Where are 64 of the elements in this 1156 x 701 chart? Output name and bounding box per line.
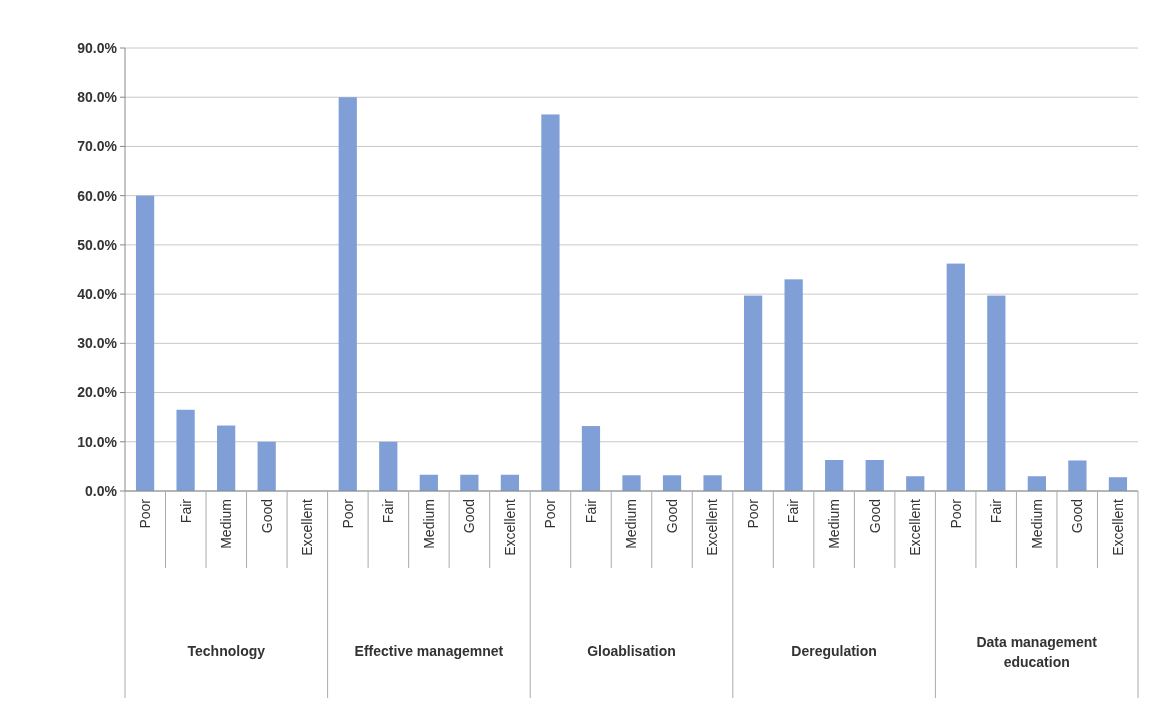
y-tick-label: 90.0%: [77, 39, 118, 56]
x-tick-label: Excellent: [299, 498, 316, 556]
bar: [217, 425, 236, 491]
y-tick-label: 20.0%: [77, 384, 118, 401]
bar: [257, 441, 276, 491]
x-tick-label: Fair: [380, 498, 397, 524]
x-tick-label: Fair: [785, 498, 802, 524]
bar: [784, 279, 803, 491]
bar: [825, 459, 844, 491]
y-tick-label: 80.0%: [77, 89, 118, 106]
bar: [176, 409, 195, 491]
x-tick-label: Poor: [947, 498, 964, 529]
x-tick-label: Fair: [582, 498, 599, 524]
x-tick-label: Good: [258, 499, 275, 534]
x-tick-label: Fair: [177, 498, 194, 524]
bar: [743, 295, 763, 491]
y-tick-label: 50.0%: [77, 236, 118, 253]
x-tick-label: Medium: [826, 499, 842, 549]
bar: [379, 441, 398, 491]
bar: [419, 474, 438, 491]
x-tick-label: Medium: [218, 499, 235, 549]
bar: [987, 295, 1006, 491]
x-tick-label: Medium: [1028, 499, 1045, 549]
bar: [1108, 477, 1128, 491]
y-tick-label: 70.0%: [77, 138, 118, 155]
bar: [662, 475, 682, 491]
text: Gloablisation: [587, 643, 676, 659]
bar: [1027, 476, 1046, 491]
x-tick-label: Good: [866, 499, 883, 534]
x-tick-label: Good: [461, 499, 478, 534]
text: Technology: [187, 643, 266, 659]
bar: [622, 475, 641, 491]
x-tick-label: Poor: [339, 498, 356, 529]
x-tick-label: Excellent: [1109, 498, 1126, 556]
bar: [946, 263, 965, 491]
x-tick-label: Good: [1069, 499, 1086, 534]
x-tick-label: Medium: [420, 499, 437, 549]
text: Effective managemnet: [354, 643, 504, 659]
x-tick-label: Fair: [988, 498, 1005, 524]
bar: [541, 114, 560, 491]
bar: [500, 474, 520, 491]
y-tick-label: 40.0%: [77, 286, 118, 303]
bar: [703, 475, 722, 491]
x-tick-label: Good: [663, 499, 680, 534]
text: Deregulation: [791, 643, 877, 659]
bar: [906, 476, 925, 491]
x-tick-label: Excellent: [501, 498, 518, 556]
y-tick-label: 60.0%: [77, 187, 118, 204]
bar: [135, 195, 155, 491]
bar: [865, 459, 884, 491]
bar: [581, 426, 601, 491]
x-tick-label: Poor: [542, 498, 559, 529]
x-tick-label: Poor: [744, 498, 761, 529]
y-tick-label: 10.0%: [77, 433, 118, 450]
bar: [338, 97, 357, 491]
x-tick-label: Poor: [137, 498, 154, 529]
text: Data management education: [976, 634, 1098, 670]
x-tick-label: Medium: [623, 499, 640, 549]
x-tick-label: Excellent: [907, 498, 924, 556]
bar: [1068, 460, 1087, 491]
y-tick-label: 0.0%: [85, 482, 118, 499]
x-tick-label: Excellent: [704, 498, 721, 556]
bar: [460, 474, 479, 491]
y-tick-label: 30.0%: [77, 335, 118, 352]
